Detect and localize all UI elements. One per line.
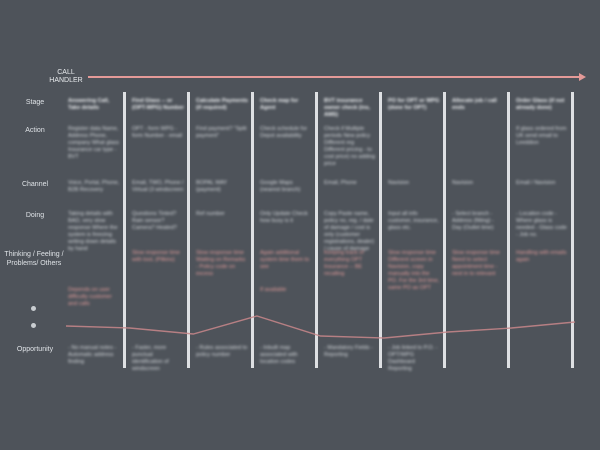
positive-emotion-icon bbox=[31, 306, 36, 311]
cell-doing: Questions Tinted? Rain sensor? Camera? H… bbox=[132, 211, 177, 231]
row-label-thinking: Thinking / Feeling / Problems/ Others bbox=[4, 251, 64, 267]
cell-channel: Email / Navision bbox=[516, 180, 556, 186]
row-label-action: Action bbox=[25, 127, 45, 134]
cell-thinking: Slow response time Different screen in N… bbox=[388, 250, 440, 291]
cell-action: Find payment? "Split payment" bbox=[196, 126, 247, 139]
cell-doing: Ref number bbox=[196, 211, 225, 217]
column-divider bbox=[571, 92, 574, 368]
cell-channel: Google Maps (nearest branch) bbox=[260, 180, 301, 193]
cell-stage: Answering Call, Take details bbox=[68, 98, 110, 111]
cell-doing: - Location code - Where glass is needed … bbox=[516, 211, 567, 238]
cell-stage: BVT insurance owner check (ins, AMS) bbox=[324, 98, 371, 118]
cell-stage: PO for OPT or WPG (done for OPT) bbox=[388, 98, 440, 111]
column-divider bbox=[443, 92, 446, 368]
row-label-opportunity: Opportunity bbox=[16, 346, 54, 353]
cell-channel: Email, Phone bbox=[324, 180, 357, 186]
column-divider bbox=[315, 92, 318, 368]
cell-doing: Input all info customer, insurance, glas… bbox=[388, 211, 439, 231]
column-divider bbox=[187, 92, 190, 368]
cell-action: OPT - form WPG - form Number - email bbox=[132, 126, 183, 139]
cell-stage: Find Glass -- or (OPT-WPG) Number bbox=[132, 98, 184, 111]
cell-doing: Only Update Check how busy is it bbox=[260, 211, 308, 224]
cell-channel: Navision bbox=[452, 180, 474, 186]
timeline-arrow bbox=[88, 76, 580, 78]
cell-action: Check schedule for Depot availability bbox=[260, 126, 308, 139]
row-label-channel: Channel bbox=[21, 181, 49, 188]
cell-doing: Taking details with BAD, very slow respo… bbox=[68, 211, 118, 252]
column-divider bbox=[507, 92, 510, 368]
cell-action: Check if Multiple periods New policy Dif… bbox=[324, 126, 376, 167]
negative-emotion-icon bbox=[31, 323, 36, 328]
cell-extra: Depends on user difficulty customer and … bbox=[68, 287, 112, 307]
column-divider bbox=[251, 92, 254, 368]
emotion-curve-line bbox=[65, 315, 576, 339]
cell-thinking: Again additional system time them to see bbox=[260, 250, 310, 270]
cell-thinking: Slow response time Need to select appoin… bbox=[452, 250, 500, 277]
cell-opportunity: - Inbuilt map associated with location c… bbox=[260, 345, 298, 365]
cell-opportunity: - No manual notes - Automatic address fi… bbox=[68, 345, 117, 365]
role-label: CALL HANDLER bbox=[49, 69, 83, 84]
cell-doing: - Select branch - Address (fitting) - Da… bbox=[452, 211, 494, 231]
cell-extra: If available bbox=[260, 287, 287, 293]
cell-opportunity: - Rules associated to policy number bbox=[196, 345, 248, 358]
cell-opportunity: - Mandatory Fields - Reporting bbox=[324, 345, 373, 358]
cell-stage: Calculate Payments (if required) bbox=[196, 98, 248, 111]
cell-channel: BOPAL WAY (payment) bbox=[196, 180, 228, 193]
cell-channel: Voice, Portal, Phone, B2B Recovery bbox=[68, 180, 120, 193]
cell-stage: Check map for Agent bbox=[260, 98, 299, 111]
cell-action: If glass ordered from UK send email to L… bbox=[516, 126, 567, 146]
column-divider bbox=[123, 92, 126, 368]
cell-thinking: Handling with emails again bbox=[516, 250, 567, 263]
row-label-doing: Doing bbox=[25, 212, 45, 219]
cell-thinking: Keeping track of everything OPT Insuranc… bbox=[324, 250, 364, 277]
timeline-arrow-head bbox=[579, 73, 586, 81]
cell-opportunity: - Faster, more punctual identification o… bbox=[132, 345, 169, 372]
row-label-stage: Stage bbox=[25, 99, 45, 106]
cell-thinking: Slow response time with tooL (Pilkins) bbox=[132, 250, 180, 263]
cell-stage: Allocate job / call ends bbox=[452, 98, 497, 111]
cell-doing: Copy Paste name, policy no, reg. / date … bbox=[324, 211, 375, 252]
cell-stage: Order Glass (if not already done) bbox=[516, 98, 565, 111]
cell-channel: Navision bbox=[388, 180, 410, 186]
cell-thinking: Slow response time Waiting on Remarks - … bbox=[196, 250, 246, 277]
cell-channel: Email, TWO, Phone / Virtual (3 windscree… bbox=[132, 180, 184, 193]
cell-opportunity: - Job linked to P.O. - OPT/WPG Dashboard… bbox=[388, 345, 438, 372]
column-divider bbox=[379, 92, 382, 368]
cell-action: Register data Name, Address Phone, compa… bbox=[68, 126, 120, 160]
